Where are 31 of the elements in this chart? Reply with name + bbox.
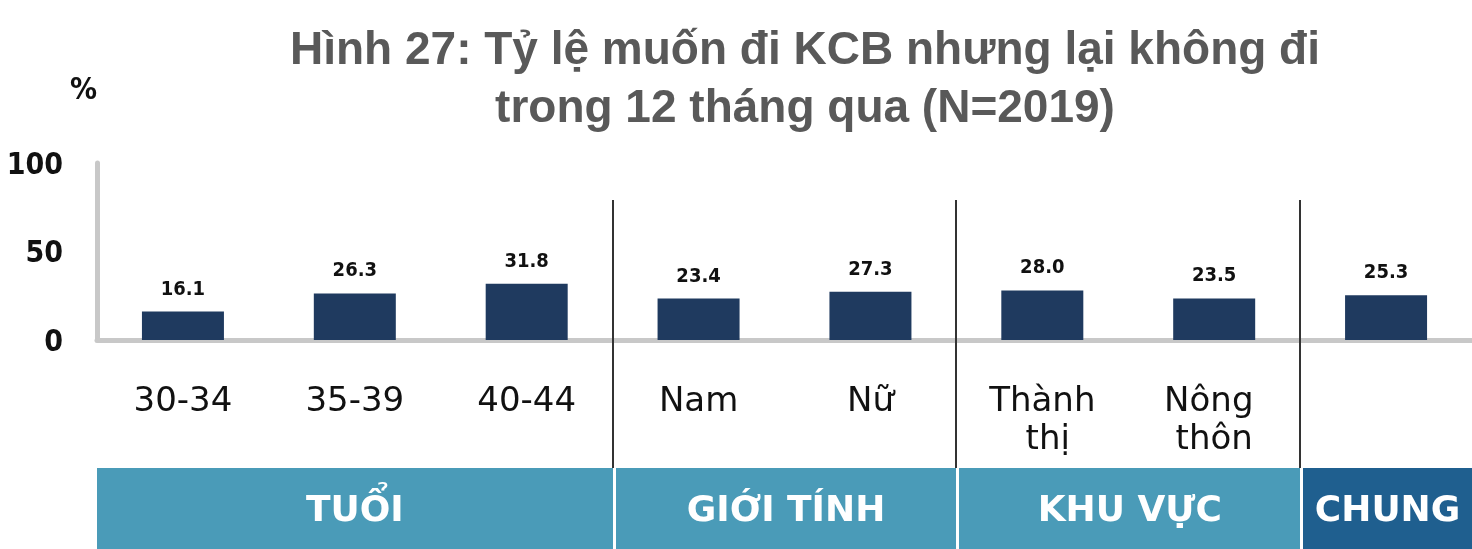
text: KHU VỰC [1037, 488, 1222, 529]
data-label: 25.3 [1363, 259, 1409, 284]
data-label: 28.0 [1020, 254, 1065, 279]
y-tick-label: 50 [25, 234, 63, 269]
x-tick-label: 35-39 [305, 379, 405, 419]
y-tick-label: 0 [44, 322, 63, 358]
bar [141, 311, 224, 340]
bar [313, 293, 396, 340]
data-label: 26.3 [332, 257, 378, 282]
bar [829, 291, 912, 340]
bar [1173, 298, 1256, 340]
text: CHUNG [1314, 488, 1461, 529]
y-tick-label: 100 [6, 145, 63, 181]
data-label: 27.3 [848, 255, 893, 280]
x-tick-label: Nữ [846, 379, 896, 419]
bar [485, 283, 568, 340]
chart-title: Hình 27: Tỷ lệ muốn đi KCB nhưng lại không đi trong 12 tháng qua (N=2019) [290, 22, 1320, 132]
x-tick-label: Nông thôn [1164, 379, 1265, 457]
data-label: 31.8 [504, 247, 549, 272]
bar [1001, 290, 1084, 340]
x-tick-label: 40-44 [477, 379, 577, 419]
y-axis-title: % [69, 70, 97, 106]
x-tick-label: Nam [658, 379, 739, 419]
data-label: 23.4 [676, 262, 721, 287]
x-tick-label: 30-34 [133, 379, 233, 419]
bar [1345, 295, 1428, 340]
bar [657, 298, 740, 340]
data-label: 23.5 [1191, 262, 1237, 287]
x-tick-label: Thành thị [988, 379, 1096, 457]
text: GIỚI TÍNH [686, 488, 886, 529]
data-label: 16.1 [160, 275, 206, 300]
